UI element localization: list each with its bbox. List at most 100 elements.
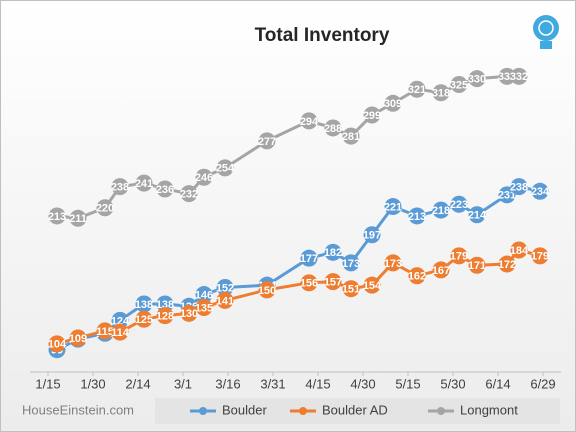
data-label: 173 bbox=[342, 258, 360, 270]
marker bbox=[324, 119, 342, 137]
data-label: 162 bbox=[408, 271, 426, 283]
marker bbox=[216, 279, 234, 297]
legend-marker bbox=[299, 407, 307, 415]
data-label: 146 bbox=[195, 289, 213, 301]
legend bbox=[155, 398, 560, 424]
data-label: 109 bbox=[69, 333, 87, 345]
marker bbox=[498, 255, 516, 273]
logo bbox=[533, 15, 559, 49]
marker bbox=[195, 286, 213, 304]
x-tick-label: 4/15 bbox=[305, 376, 330, 391]
marker bbox=[69, 329, 87, 347]
marker bbox=[69, 209, 87, 227]
data-label: 213 bbox=[408, 211, 426, 223]
data-label: 171 bbox=[468, 260, 486, 272]
marker bbox=[468, 70, 486, 88]
marker bbox=[180, 304, 198, 322]
data-label: 167 bbox=[432, 265, 450, 277]
data-label: 318 bbox=[432, 88, 450, 100]
marker bbox=[156, 295, 174, 313]
data-label: 197 bbox=[363, 230, 381, 242]
data-label: 220 bbox=[96, 203, 114, 215]
marker bbox=[531, 182, 549, 200]
marker bbox=[408, 80, 426, 98]
x-tick-label: 3/16 bbox=[215, 376, 240, 391]
marker bbox=[96, 322, 114, 340]
marker bbox=[135, 310, 153, 328]
data-label: 115 bbox=[96, 326, 114, 338]
data-label: 135 bbox=[195, 302, 213, 314]
legend-label: Boulder bbox=[222, 402, 267, 417]
marker bbox=[432, 84, 450, 102]
data-label: 309 bbox=[384, 98, 402, 110]
marker bbox=[510, 67, 528, 85]
marker bbox=[498, 67, 516, 85]
data-label: 299 bbox=[363, 110, 381, 122]
data-label: 172 bbox=[498, 259, 516, 271]
marker bbox=[363, 106, 381, 124]
legend-marker bbox=[437, 407, 445, 415]
data-label: 141 bbox=[216, 295, 234, 307]
series-line bbox=[56, 185, 541, 352]
marker bbox=[468, 206, 486, 224]
data-label: 179 bbox=[450, 251, 468, 263]
data-label: 241 bbox=[135, 178, 153, 190]
marker bbox=[342, 280, 360, 298]
x-tick-label: 5/15 bbox=[395, 376, 420, 391]
marker bbox=[258, 281, 276, 299]
marker bbox=[432, 201, 450, 219]
data-label: 151 bbox=[342, 284, 360, 296]
marker bbox=[48, 335, 66, 353]
marker bbox=[48, 207, 66, 225]
data-label: 114 bbox=[111, 327, 130, 339]
marker bbox=[363, 276, 381, 294]
marker bbox=[96, 199, 114, 217]
data-label: 223 bbox=[450, 199, 468, 211]
marker bbox=[156, 180, 174, 198]
data-label: 238 bbox=[111, 182, 129, 194]
data-label: 294 bbox=[300, 116, 319, 128]
data-label: 330 bbox=[468, 74, 486, 86]
data-label: 211 bbox=[69, 213, 87, 225]
data-label: 221 bbox=[384, 201, 402, 213]
marker bbox=[135, 174, 153, 192]
marker bbox=[300, 274, 318, 292]
data-label: 254 bbox=[216, 163, 235, 175]
data-label: 321 bbox=[408, 84, 426, 96]
data-label: 213 bbox=[48, 211, 66, 223]
footer: HouseEinstein.com bbox=[22, 402, 134, 417]
x-tick-label: 3/1 bbox=[174, 376, 192, 391]
marker bbox=[531, 247, 549, 265]
marker bbox=[408, 207, 426, 225]
x-tick-label: 5/30 bbox=[440, 376, 465, 391]
data-label: 125 bbox=[135, 314, 153, 326]
marker bbox=[498, 186, 516, 204]
marker bbox=[342, 127, 360, 145]
x-tick-label: 6/29 bbox=[530, 376, 555, 391]
marker bbox=[156, 307, 174, 325]
data-label: 156 bbox=[300, 278, 318, 290]
data-label: 332 bbox=[510, 71, 528, 83]
x-tick-label: 3/31 bbox=[260, 376, 285, 391]
marker bbox=[450, 76, 468, 94]
legend-label: Boulder AD bbox=[322, 402, 388, 417]
marker bbox=[384, 198, 402, 216]
data-label: 152 bbox=[216, 282, 234, 294]
data-label: 173 bbox=[384, 258, 402, 270]
x-tick-label: 2/14 bbox=[125, 376, 150, 391]
data-label: 218 bbox=[432, 205, 450, 217]
data-label: 179 bbox=[531, 251, 549, 263]
data-label: 325 bbox=[450, 79, 468, 91]
data-label: 138 bbox=[156, 299, 174, 311]
marker bbox=[468, 256, 486, 274]
data-label: 234 bbox=[531, 186, 550, 198]
legend-label: Longmont bbox=[460, 402, 518, 417]
data-label: 214 bbox=[468, 210, 487, 222]
marker bbox=[111, 311, 129, 329]
data-label: 182 bbox=[324, 247, 342, 259]
marker bbox=[324, 273, 342, 291]
marker bbox=[216, 159, 234, 177]
data-label: 154 bbox=[363, 280, 382, 292]
chart-title: Total Inventory bbox=[255, 25, 390, 46]
